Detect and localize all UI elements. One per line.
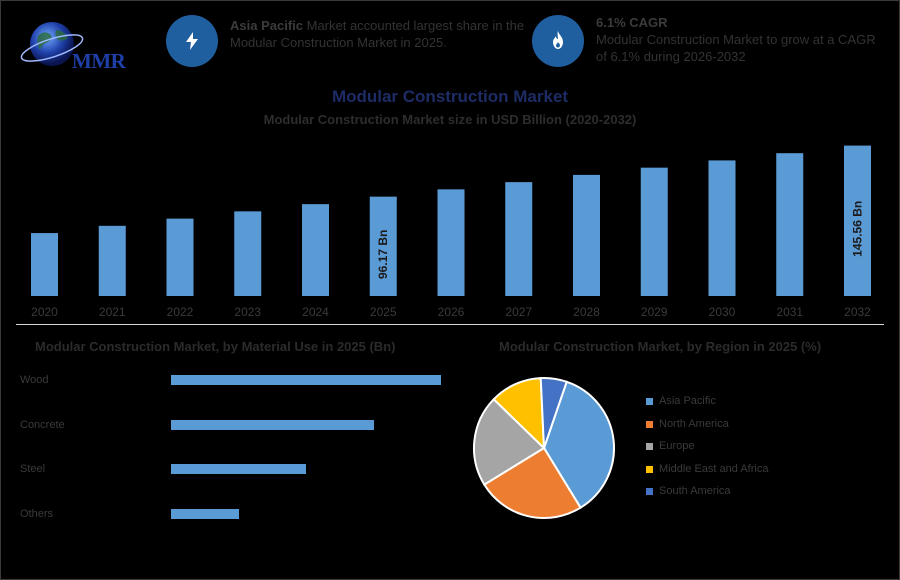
x-tick-label: 2023 [234,305,261,319]
x-tick-label: 2032 [844,305,871,319]
bar-2028 [573,174,600,296]
info-text-region: Asia Pacific Market accounted largest sh… [230,17,525,51]
bar-2026 [437,189,465,296]
x-tick-label: 2020 [31,305,58,319]
material-chart-title: Modular Construction Market, by Material… [35,339,396,354]
region-chart-title: Modular Construction Market, by Region i… [499,339,822,354]
bar-2029 [640,167,668,296]
bar-2020 [31,233,58,296]
legend-item: South America [646,485,768,508]
x-tick-label: 2027 [505,305,532,319]
info-icon-circle [166,15,218,67]
region-legend: Asia Pacific North America Europe Middle Ea… [646,395,768,508]
x-tick-label: 2031 [776,305,803,319]
x-tick-label: 2029 [641,305,668,319]
legend-label: Middle East and Africa [659,462,769,475]
material-label: Steel [20,463,46,475]
bar-2023 [234,211,262,296]
x-tick-label: 2022 [167,305,194,319]
legend-label: Asia Pacific [659,395,716,407]
bar-2032 [844,145,871,296]
section-divider [16,324,884,325]
lightning-icon [186,32,198,50]
chart-main-title: Modular Construction Market [331,87,569,106]
pie-slice-south-america [539,377,568,449]
info-text-cagr: 6.1% CAGR Modular Construction Market to… [596,14,876,65]
material-bar-steel [171,464,306,474]
market-size-bar-chart: 2020 2021 2022 2023 2024 2025 96.17 Bn 2026 2027… [31,145,871,319]
material-label: Wood [20,374,49,386]
legend-label: Europe [659,440,695,452]
chart-subtitle: Modular Construction Market size in USD … [263,112,637,127]
material-label: Others [20,507,54,520]
legend-label: North America [659,417,729,430]
x-tick-label: 2028 [573,305,600,319]
legend-swatch [646,398,653,405]
bar-2030 [708,160,736,296]
bar-2021 [98,225,126,296]
legend-item: Middle East and Africa [646,463,768,486]
logo-text: MMR [72,49,126,73]
x-tick-label: 2025 [370,305,397,319]
bar-data-label: 96.17 Bn [376,230,390,279]
legend-label: South America [659,485,731,497]
legend-item: Europe [646,440,768,463]
info-icon-circle-2 [532,15,584,67]
bar-2024 [302,204,329,296]
material-bar-concrete [171,419,374,430]
flame-icon [553,31,563,49]
legend-swatch [646,465,653,473]
legend-swatch [646,488,653,495]
x-tick-label: 2030 [709,305,736,319]
legend-swatch [646,443,653,450]
x-tick-label: 2026 [438,305,465,319]
pie-slice-north-america [482,446,582,519]
bar-2025 [369,196,397,296]
material-bar-others [171,508,239,519]
material-label: Concrete [20,418,65,431]
pie-slice-europe [473,397,546,486]
region-pie-chart [473,377,615,519]
info-highlight-cagr: 6.1% CAGR [596,15,668,30]
info-body-cagr: Modular Construction Market to grow at a… [596,32,876,64]
legend-item: North America [646,418,768,441]
legend-item: Asia Pacific [646,395,768,418]
x-tick-label: 2021 [99,305,126,319]
legend-swatch [646,420,653,428]
bar-data-label: 145.56 Bn [851,201,865,257]
mmr-logo [16,14,141,78]
info-body-region: Market accounted largest share in the Mo… [230,18,525,50]
bar-2022 [166,218,194,296]
material-bar-wood [171,375,441,385]
x-tick-label: 2024 [302,305,329,319]
bar-2031 [776,153,804,296]
info-highlight-region: Asia Pacific [230,18,303,33]
bar-2027 [505,182,533,296]
